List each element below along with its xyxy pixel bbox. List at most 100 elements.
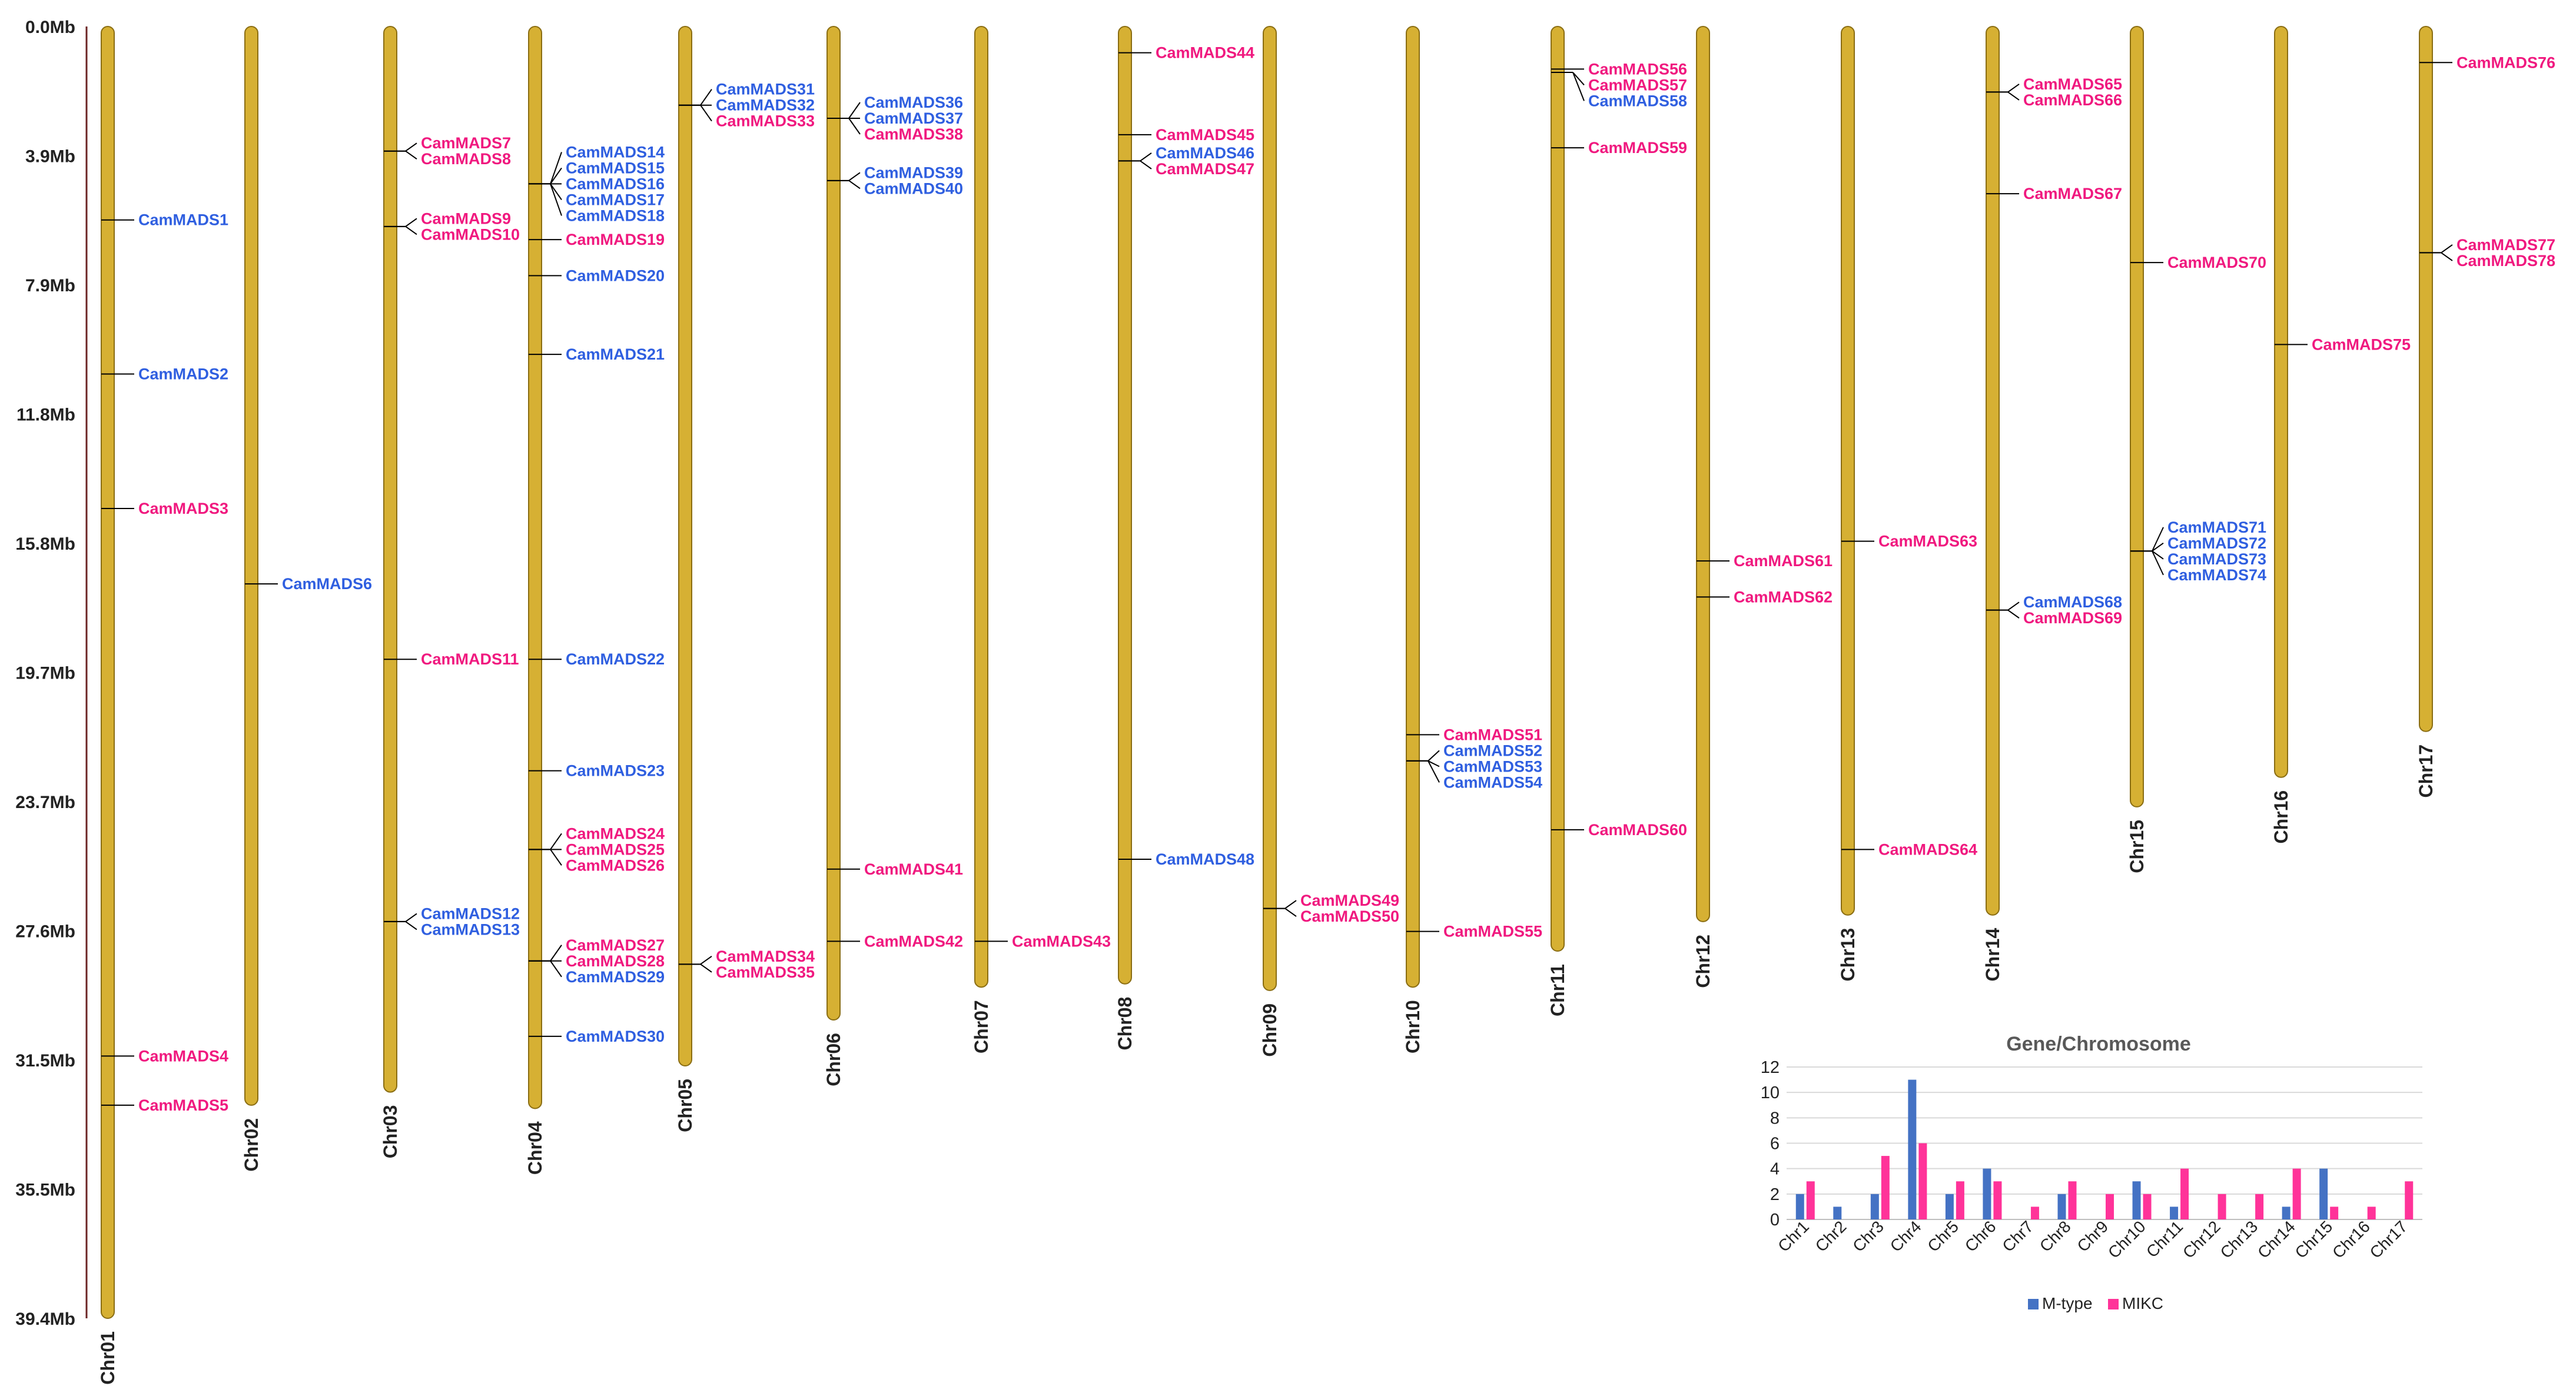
- chromosome-label: Chr11: [1547, 964, 1568, 1016]
- gene-connector: [1428, 760, 1440, 767]
- gene-label-cammads9: CamMADS9: [421, 210, 511, 227]
- gene-label-cammads3: CamMADS3: [138, 500, 228, 517]
- gene-label-cammads7: CamMADS7: [421, 134, 511, 152]
- gene-label-cammads50: CamMADS50: [1300, 908, 1399, 925]
- chart-x-tick-label: Chr13: [2217, 1217, 2262, 1262]
- gene-connector: [1284, 900, 1297, 909]
- scale-tick-label: 27.6Mb: [15, 922, 75, 942]
- scale-tick-label: 19.7Mb: [15, 664, 75, 683]
- chart-x-tick-label: Chr11: [2143, 1217, 2186, 1261]
- chromosome-label: Chr05: [675, 1079, 696, 1132]
- gene-label-cammads57: CamMADS57: [1588, 76, 1687, 94]
- chart-x-tick-label: Chr16: [2329, 1217, 2373, 1262]
- gene-connector: [550, 167, 562, 184]
- chromosome-label: Chr07: [971, 1000, 992, 1053]
- gene-connector: [1140, 160, 1152, 169]
- chromosome-bar: [1841, 26, 1855, 916]
- chart-legend-swatch: [2028, 1299, 2039, 1309]
- gene-label-cammads41: CamMADS41: [864, 860, 963, 878]
- gene-label-cammads67: CamMADS67: [2023, 185, 2122, 202]
- chart-legend-label: MIKC: [2122, 1294, 2163, 1312]
- chart-x-tick-label: Chr10: [2104, 1217, 2149, 1262]
- gene-label-cammads46: CamMADS46: [1156, 144, 1254, 162]
- scale-tick-label: 35.5Mb: [15, 1181, 75, 1200]
- gene-label-cammads1: CamMADS1: [138, 211, 228, 229]
- gene-label-cammads55: CamMADS55: [1443, 923, 1542, 940]
- gene-label-cammads70: CamMADS70: [2167, 254, 2266, 271]
- chromosome-label: Chr04: [525, 1121, 546, 1175]
- gene-connector: [848, 172, 861, 181]
- scale-tick-label: 0.0Mb: [25, 18, 75, 37]
- gene-label-cammads18: CamMADS18: [566, 207, 665, 224]
- gene-connector: [2007, 91, 2020, 101]
- chromosome-label: Chr03: [380, 1105, 401, 1159]
- chart-y-tick-label: 0: [1770, 1211, 1780, 1229]
- gene-label-cammads38: CamMADS38: [864, 125, 963, 143]
- gene-label-cammads59: CamMADS59: [1588, 139, 1687, 157]
- chart-x-tick-label: Chr17: [2366, 1217, 2411, 1262]
- chart-bar-m-type-chr8: [2057, 1194, 2066, 1219]
- gene-label-cammads76: CamMADS76: [2457, 54, 2555, 71]
- gene-connector: [550, 184, 562, 216]
- gene-connector: [848, 102, 861, 119]
- chart-bar-mikc-chr8: [2068, 1181, 2077, 1219]
- chart-x-tick-label: Chr8: [2036, 1217, 2074, 1255]
- gene-per-chromosome-chart: Gene/Chromosome 024681012Chr1Chr2Chr3Chr…: [1761, 1033, 2422, 1312]
- chromosome-bar: [2274, 26, 2288, 778]
- gene-label-cammads73: CamMADS73: [2167, 550, 2266, 568]
- gene-connector: [2152, 550, 2164, 576]
- gene-connector: [2152, 527, 2164, 551]
- gene-label-cammads4: CamMADS4: [138, 1047, 228, 1065]
- gene-label-cammads53: CamMADS53: [1443, 757, 1542, 775]
- gene-connector: [700, 963, 712, 973]
- gene-label-cammads71: CamMADS71: [2167, 518, 2266, 536]
- gene-label-cammads24: CamMADS24: [566, 825, 665, 842]
- gene-connector: [405, 921, 417, 930]
- chromosome-chr01: Chr01 CamMADS1 CamMADS2 CamMADS3 CamMADS4 Cam…: [97, 26, 228, 1385]
- gene-label-cammads49: CamMADS49: [1300, 892, 1399, 909]
- chart-bar-m-type-chr15: [2319, 1168, 2328, 1219]
- gene-label-cammads30: CamMADS30: [566, 1028, 665, 1045]
- chart-y-tick-label: 6: [1770, 1135, 1780, 1154]
- scale-tick-label: 23.7Mb: [15, 793, 75, 812]
- chromosome-chr10: Chr10CamMADS51CamMADS52CamMADS53CamMADS5…: [1402, 26, 1542, 1053]
- gene-label-cammads69: CamMADS69: [2023, 609, 2122, 627]
- chromosome-chr12: Chr12 CamMADS61 CamMADS62: [1692, 26, 1833, 988]
- chart-bar-mikc-chr11: [2180, 1168, 2189, 1219]
- gene-label-cammads19: CamMADS19: [566, 231, 665, 248]
- gene-label-cammads45: CamMADS45: [1156, 126, 1254, 144]
- chart-bar-m-type-chr10: [2132, 1181, 2141, 1219]
- chart-bar-mikc-chr6: [1993, 1181, 2002, 1219]
- chart-y-tick-label: 8: [1770, 1109, 1780, 1128]
- chart-bar-mikc-chr9: [2106, 1194, 2114, 1219]
- chromosome-label: Chr13: [1837, 928, 1858, 982]
- scale-tick-label: 7.9Mb: [25, 276, 75, 295]
- gene-label-cammads5: CamMADS5: [138, 1096, 228, 1114]
- chromosome-bar: [2419, 26, 2433, 732]
- gene-connector: [550, 833, 562, 850]
- gene-connector: [550, 849, 562, 866]
- scale-tick-label: 39.4Mb: [15, 1309, 75, 1329]
- gene-label-cammads27: CamMADS27: [566, 936, 665, 954]
- chart-x-tick-label: Chr3: [1849, 1217, 1887, 1255]
- gene-label-cammads43: CamMADS43: [1012, 932, 1111, 950]
- chromosome-bar: [974, 26, 988, 988]
- chromosome-bar: [101, 26, 115, 1319]
- chart-bar-mikc-chr13: [2255, 1194, 2264, 1219]
- gene-label-cammads62: CamMADS62: [1734, 588, 1833, 606]
- chart-bar-mikc-chr12: [2218, 1194, 2226, 1219]
- gene-label-cammads13: CamMADS13: [421, 920, 520, 938]
- chart-bar-mikc-chr14: [2292, 1168, 2301, 1219]
- chart-legend-swatch: [2108, 1299, 2119, 1309]
- chart-x-tick-label: Chr5: [1924, 1217, 1962, 1255]
- gene-label-cammads32: CamMADS32: [716, 97, 815, 114]
- chromosome-chr13: Chr13 CamMADS63 CamMADS64: [1837, 26, 1977, 981]
- gene-connector: [2441, 252, 2453, 261]
- gene-connector: [700, 89, 712, 106]
- chromosome-bar: [383, 26, 397, 1093]
- gene-label-cammads63: CamMADS63: [1878, 533, 1977, 550]
